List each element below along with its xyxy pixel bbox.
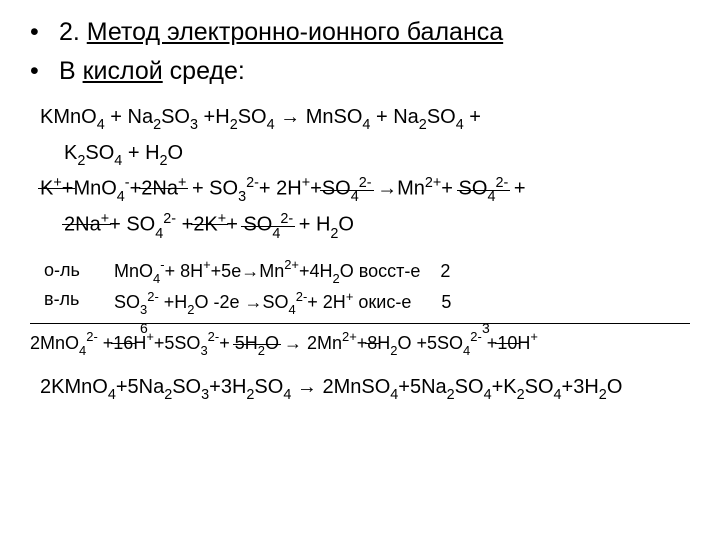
summed-ionic-eq: 6 3 2MnO42- +16H++5SO32-+ 5H2O → 2Mn2++8… — [30, 328, 690, 360]
coef-over-3: 3 — [482, 318, 490, 340]
bullet-1: • — [30, 18, 52, 47]
ionic-eq-l2: 2Na++ SO42- +2K++ SO42- + H2O — [30, 209, 690, 243]
labels-col: о-ль в-ль — [30, 256, 114, 319]
heading-env: • В кислой среде: — [30, 57, 690, 86]
reducer-label: в-ль — [44, 285, 114, 314]
oxidizer-label: о-ль — [44, 256, 114, 285]
final-molecular-eq: 2KMnO4+5Na2SO3+3H2SO4 → 2MnSO4+5Na2SO4+K… — [30, 372, 690, 405]
bullet-2: • — [30, 57, 52, 86]
coef-2: 2 — [440, 261, 450, 281]
heading-method: • 2. Метод электронно-ионного баланса — [30, 18, 690, 47]
half-eqs-col: MnO4-+ 8H++5e→Mn2++4H2O восст-е 2 SO32- … — [114, 256, 690, 319]
molecular-eq-l1: KMnO4 + Na2SO3 +H2SO4 → MnSO4 + Na2SO4 + — [30, 102, 690, 136]
heading-num: 2. — [59, 18, 87, 46]
env-pre: В — [59, 57, 83, 85]
heading-method-text: Метод электронно-ионного баланса — [87, 18, 503, 46]
half-reaction-2: SO32- +H2O -2e →SO42-+ 2H+ окис-е 5 — [114, 287, 690, 319]
divider-line — [30, 323, 690, 324]
half-reaction-1: MnO4-+ 8H++5e→Mn2++4H2O восст-е 2 — [114, 256, 690, 288]
env-post: среде: — [163, 57, 245, 85]
ionic-eq-l1: K++MnO4-+2Na+ + SO32-+ 2H++SO42- →Mn2++ … — [30, 173, 690, 207]
env-mid: кислой — [83, 57, 163, 85]
half-reactions-block: о-ль в-ль MnO4-+ 8H++5e→Mn2++4H2O восст-… — [30, 256, 690, 319]
coef-5: 5 — [441, 292, 451, 312]
molecular-eq-l2: K2SO4 + H2O — [30, 138, 690, 172]
equations-block: KMnO4 + Na2SO3 +H2SO4 → MnSO4 + Na2SO4 +… — [30, 102, 690, 244]
